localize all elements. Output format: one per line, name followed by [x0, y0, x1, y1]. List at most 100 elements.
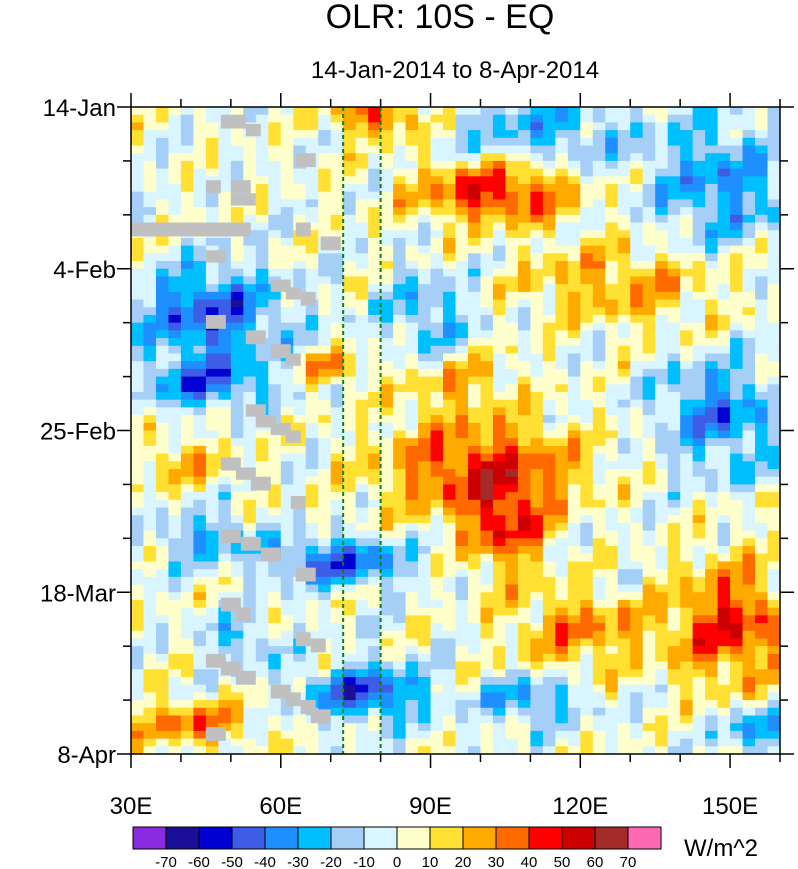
field-cell [467, 738, 482, 747]
field-cell [405, 361, 419, 370]
field-cell [667, 653, 681, 663]
field-cell [193, 499, 207, 509]
field-cell [492, 669, 507, 678]
field-cell [755, 168, 769, 177]
field-cell [692, 530, 706, 539]
field-cell [418, 122, 432, 131]
field-cell [642, 553, 656, 563]
field-cell [405, 130, 419, 139]
field-cell [131, 176, 145, 185]
field-cell [393, 615, 407, 624]
field-cell [717, 569, 731, 578]
field-cell [143, 253, 157, 262]
field-cell [467, 522, 482, 532]
field-cell [280, 330, 294, 339]
field-cell [155, 476, 170, 486]
field-cell [230, 723, 244, 732]
field-cell [380, 291, 394, 301]
field-cell [567, 623, 581, 632]
field-cell [730, 676, 744, 686]
field-cell [143, 684, 157, 693]
field-cell [330, 368, 344, 378]
field-cell [717, 122, 731, 131]
field-cell [280, 669, 294, 678]
field-cell [418, 114, 432, 124]
field-cell [393, 461, 407, 470]
chart-title: OLR: 10S - EQ [326, 0, 555, 36]
field-cell [355, 353, 369, 362]
field-cell [455, 615, 469, 624]
field-cell [343, 261, 357, 270]
field-cell [255, 345, 269, 355]
field-cell [655, 738, 669, 747]
field-cell [542, 322, 556, 331]
field-cell [692, 368, 706, 378]
field-cell [143, 122, 157, 131]
field-cell [280, 107, 294, 116]
field-cell [492, 730, 507, 740]
field-cell [605, 438, 619, 447]
field-cell [455, 222, 469, 231]
field-cell [605, 214, 619, 224]
field-cell [418, 314, 432, 324]
field-cell [680, 700, 694, 709]
field-cell [630, 122, 644, 131]
field-cell [517, 615, 531, 624]
field-cell [418, 707, 432, 717]
field-cell [467, 569, 482, 578]
field-cell [418, 361, 432, 370]
field-cell [755, 738, 769, 747]
field-cell [580, 538, 594, 547]
field-cell [318, 230, 332, 239]
field-cell [455, 592, 469, 601]
field-cell [405, 191, 419, 201]
field-cell [467, 114, 482, 124]
field-cell [380, 746, 394, 754]
field-cell [505, 322, 519, 331]
field-cell [767, 576, 780, 586]
field-cell [318, 445, 332, 455]
field-cell [330, 299, 344, 308]
field-cell [555, 492, 569, 501]
field-cell [293, 261, 307, 270]
field-cell [131, 184, 145, 193]
field-cell [492, 214, 507, 224]
field-cell [730, 723, 744, 732]
field-cell [680, 546, 694, 555]
field-cell [567, 738, 581, 747]
field-cell [592, 291, 606, 301]
field-cell [380, 168, 394, 177]
field-cell [467, 153, 482, 162]
field-cell [293, 553, 307, 563]
field-cell [605, 646, 619, 655]
field-cell [542, 546, 556, 555]
field-cell [605, 676, 619, 686]
field-cell [480, 276, 494, 285]
missing-data-block [295, 222, 311, 237]
field-cell [155, 284, 170, 293]
field-cell [343, 391, 357, 401]
field-cell [492, 499, 507, 509]
field-cell [343, 569, 357, 578]
field-cell [143, 430, 157, 439]
field-cell [492, 692, 507, 701]
field-cell [730, 646, 744, 655]
field-cell [755, 391, 769, 401]
field-cell [255, 684, 269, 693]
field-cell [705, 307, 719, 316]
field-cell [405, 114, 419, 124]
field-cell [330, 638, 344, 647]
field-cell [131, 661, 145, 670]
field-cell [580, 546, 594, 555]
field-cell [280, 584, 294, 593]
field-cell [480, 692, 494, 701]
field-cell [168, 546, 182, 555]
field-cell [467, 507, 482, 516]
field-cell [505, 422, 519, 432]
field-cell [505, 646, 519, 655]
field-cell [592, 299, 606, 308]
field-cell [243, 284, 257, 293]
field-cell [155, 692, 170, 701]
field-cell [343, 546, 357, 555]
field-cell [155, 160, 170, 170]
